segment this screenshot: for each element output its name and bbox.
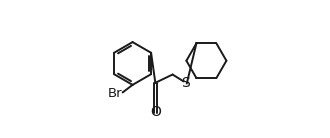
Text: O: O bbox=[150, 105, 161, 119]
Text: S: S bbox=[181, 76, 189, 90]
Text: Br: Br bbox=[107, 87, 122, 100]
